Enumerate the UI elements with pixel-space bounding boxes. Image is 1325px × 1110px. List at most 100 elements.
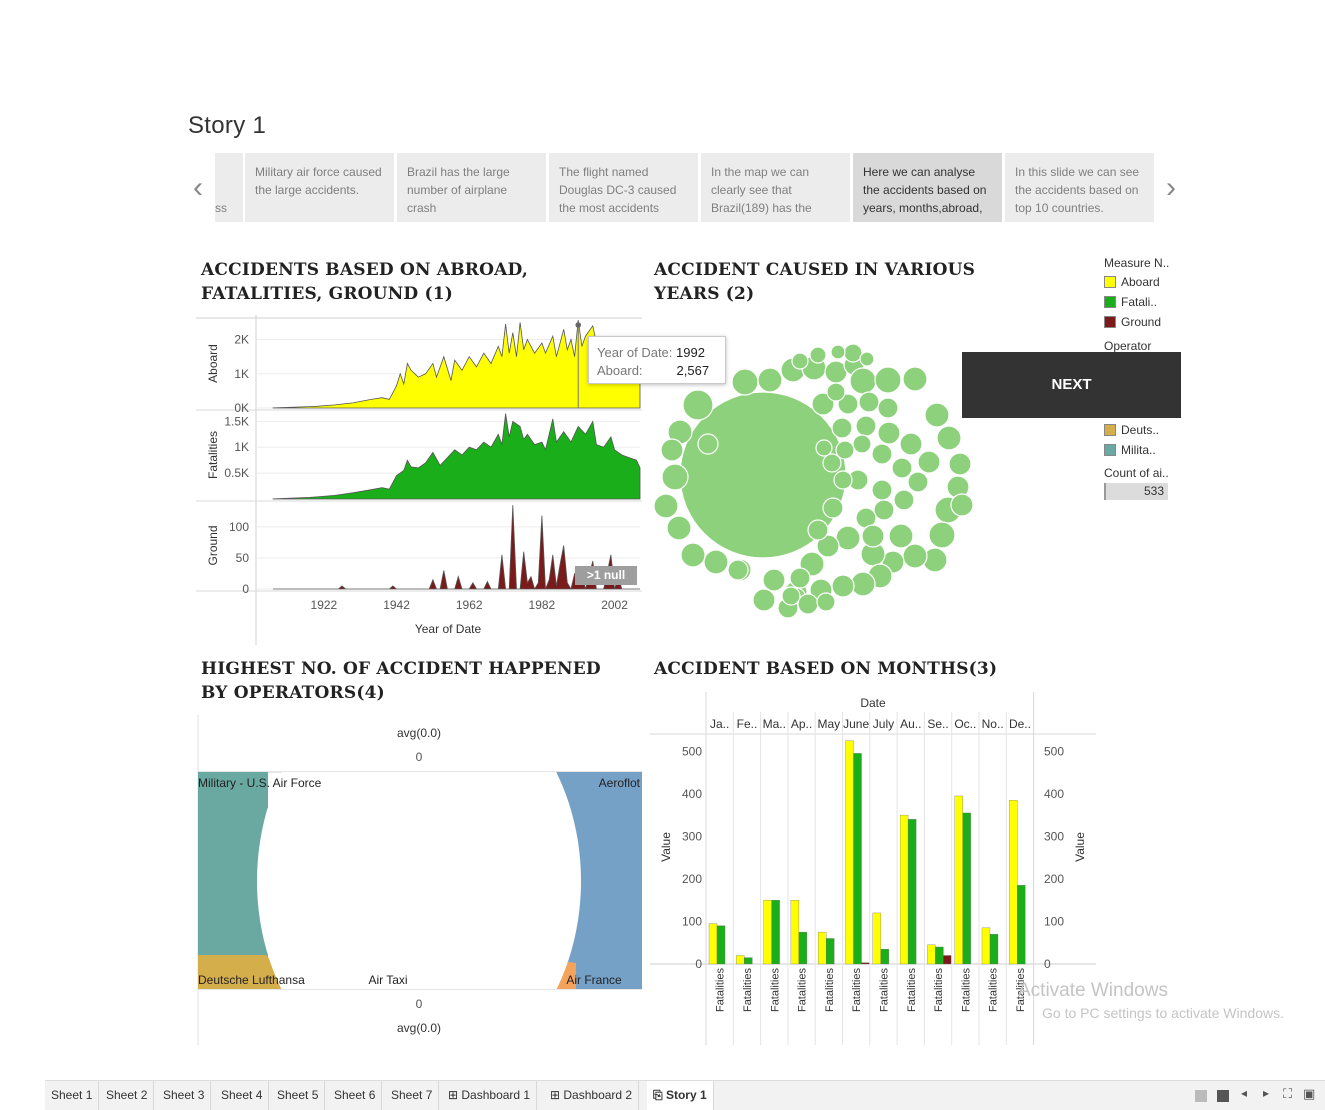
bubble (891, 457, 913, 479)
swatch-icon (1104, 316, 1116, 328)
x-tick-label: 1962 (456, 598, 483, 612)
bar-aboard (872, 912, 881, 965)
tab-sheet-4[interactable]: Sheet 4 (215, 1081, 270, 1110)
bar-x-label: Fatalities (715, 968, 727, 1013)
bubble (950, 493, 974, 517)
tab-dashboard-2[interactable]: ⊞ Dashboard 2 (544, 1081, 640, 1110)
storypoint-3[interactable]: The flight named Douglas DC-3 caused the… (549, 153, 698, 222)
bubble (791, 352, 809, 370)
bubble (855, 415, 877, 437)
bar-aboard (790, 900, 800, 965)
bar-x-label: Fatalities (933, 968, 945, 1013)
null-badge[interactable]: >1 null (575, 566, 637, 585)
presentation-icon[interactable]: ▣ (1303, 1086, 1316, 1101)
tab-sheet-3[interactable]: Sheet 3 (157, 1081, 212, 1110)
storypoint-1[interactable]: Military air force caused the large acci… (245, 153, 394, 222)
legend-item-ground[interactable]: Ground (1104, 312, 1184, 332)
legend-item-military[interactable]: Milita.. (1104, 440, 1184, 460)
chevron-left-icon[interactable]: ‹ (193, 171, 203, 204)
legend-item-fatalities[interactable]: Fatali.. (1104, 292, 1184, 312)
bubble (661, 463, 689, 491)
y-tick-label: 0K (234, 401, 249, 415)
bubble (762, 568, 786, 592)
y-tick-label-right: 400 (1044, 787, 1064, 801)
next-button[interactable]: NEXT (962, 352, 1181, 418)
tab-label: Sheet 4 (221, 1088, 263, 1102)
measure-legend: Measure N.. Aboard Fatali.. Ground Opera… (1104, 256, 1184, 353)
y-axis-label: Ground (206, 525, 220, 565)
bubble (861, 524, 885, 548)
tab-story-1[interactable]: ⎘ Story 1 (647, 1081, 714, 1110)
y-tick-label-right: 200 (1044, 872, 1064, 886)
storypoint-5[interactable]: Here we can analyse the accidents based … (853, 153, 1002, 222)
storypoint-text: ss (215, 201, 227, 215)
area-series-ground (273, 505, 640, 591)
storypoint-6[interactable]: In this slide we can see the accidents b… (1005, 153, 1154, 222)
legend-item-deutsche[interactable]: Deuts.. (1104, 420, 1184, 440)
bar-fatalities (907, 819, 917, 965)
area-chart[interactable]: 0K 1K 2K Aboard 0.5K 1K 1.5K Fatalities 0 50 100 Gr… (196, 315, 644, 645)
tab-sheet-1[interactable]: Sheet 1 (45, 1081, 100, 1110)
pie-chart[interactable]: avg(0.0) 0 Military - U.S. Air Force Aerofl… (196, 715, 644, 1045)
month-bar-chart[interactable]: Date 0 0 100 100 200 200 300 300 400 400 500 500 Valu… (648, 690, 1098, 1045)
avg-label-bottom: avg(0.0) (397, 1021, 441, 1035)
y-axis-label-right: Value (1073, 832, 1087, 862)
pie-slice-air-taxi (257, 772, 581, 989)
bubble (852, 434, 872, 454)
month-header: De.. (1009, 717, 1031, 731)
y-tick-label: 0 (242, 582, 249, 596)
legend-item-aboard[interactable]: Aboard (1104, 272, 1184, 292)
bubble (826, 382, 846, 402)
storypoint-4[interactable]: In the map we can clearly see that Brazi… (701, 153, 850, 222)
sheet2-title: Accident caused in various years (2) (654, 260, 976, 304)
y-tick-label-right: 300 (1044, 829, 1064, 843)
bar-ground (861, 962, 870, 965)
bar-x-label: Fatalities (742, 968, 754, 1013)
y-tick-label: 2K (234, 333, 249, 347)
tab-sheet-6[interactable]: Sheet 6 (328, 1081, 383, 1110)
fullscreen-icon[interactable]: ⛶ (1283, 1086, 1293, 1101)
bubble (888, 523, 914, 549)
next-tab-icon[interactable]: ▸ (1263, 1086, 1270, 1100)
swatch-icon (1104, 276, 1116, 288)
legend-label: Ground (1121, 315, 1162, 329)
bubble (936, 425, 962, 451)
y-axis-label: Value (659, 832, 673, 862)
y-tick-label: 100 (682, 914, 702, 928)
bar-x-label: Fatalities (1015, 968, 1027, 1013)
bubble (781, 586, 801, 606)
tooltip: Year of Date: 1992 Aboard: 2,567 (588, 336, 726, 384)
story-title: Story 1 (188, 112, 267, 139)
bar-fatalities (716, 925, 726, 965)
tooltip-key: Aboard: (597, 363, 643, 378)
watermark-title: Activate Windows (1018, 980, 1168, 1001)
tab-label: Story 1 (665, 1088, 707, 1102)
storypoint-0[interactable]: ss (215, 153, 243, 222)
bubble (858, 391, 880, 413)
month-header: Ap.. (791, 717, 812, 731)
bar-x-label: Fatalities (960, 968, 972, 1013)
tab-sheet-2[interactable]: Sheet 2 (100, 1081, 155, 1110)
storypoint-text: Military air force caused the large acci… (255, 165, 382, 197)
legend-label: Deuts.. (1121, 423, 1160, 437)
tab-dashboard-1[interactable]: ⊞ Dashboard 1 (442, 1081, 538, 1110)
bubble (822, 497, 844, 519)
storypoint-2[interactable]: Brazil has the large number of airplane … (397, 153, 546, 222)
prev-tab-icon[interactable]: ◂ (1241, 1086, 1248, 1100)
y-tick-label: 500 (682, 744, 702, 758)
grid-view-icon[interactable] (1195, 1090, 1207, 1102)
tab-sheet-5[interactable]: Sheet 5 (271, 1081, 326, 1110)
bubble-chart[interactable] (648, 340, 988, 625)
filmstrip-view-icon[interactable] (1217, 1090, 1229, 1102)
month-header: Oc.. (954, 717, 976, 731)
tab-sheet-7[interactable]: Sheet 7 (385, 1081, 440, 1110)
bar-x-label: Fatalities (824, 968, 836, 1013)
month-header: June (843, 717, 869, 731)
storypoint-text: In this slide we can see the accidents b… (1015, 165, 1140, 215)
bubble (830, 344, 846, 360)
bar-aboard (899, 814, 909, 965)
tab-label: Dashboard 1 (461, 1088, 531, 1102)
y-tick-label-right: 100 (1044, 914, 1064, 928)
bar-fatalities (744, 957, 753, 965)
chevron-right-icon[interactable]: › (1166, 171, 1176, 204)
